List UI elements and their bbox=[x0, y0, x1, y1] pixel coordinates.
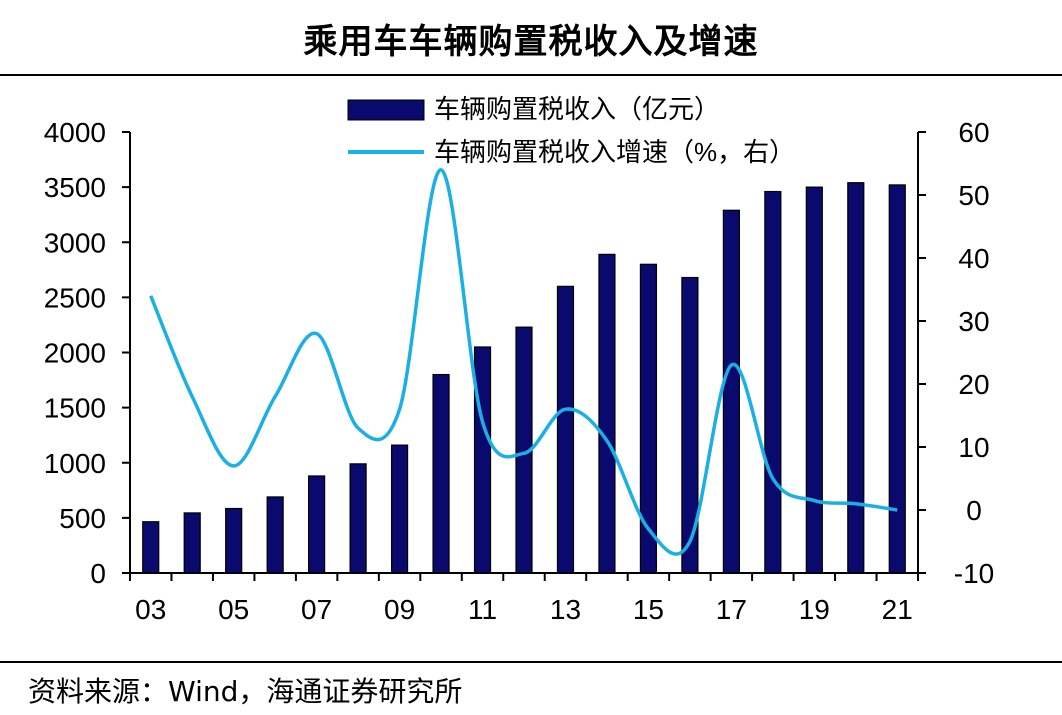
bar-20 bbox=[847, 182, 865, 574]
right-tick-label: 20 bbox=[958, 369, 989, 400]
right-tick-label: 0 bbox=[966, 495, 982, 526]
chart: 0 500 1000 1500 2000 2500 3000 3500 4000 -10 0 10 20… bbox=[44, 94, 995, 625]
x-tick-label-15: 15 bbox=[633, 594, 664, 625]
bar-10 bbox=[432, 373, 450, 574]
left-tick-label: 4000 bbox=[44, 117, 106, 148]
right-tick-label: 30 bbox=[958, 306, 989, 337]
right-tick-label: 10 bbox=[958, 432, 989, 463]
legend: 车辆购置税收入（亿元） 车辆购置税收入增速（%，右） bbox=[347, 94, 795, 167]
bar-13 bbox=[556, 285, 575, 574]
bar-06 bbox=[266, 496, 284, 574]
x-tick-label-09: 09 bbox=[384, 594, 415, 625]
right-tick-label: 60 bbox=[958, 117, 989, 148]
source-divider bbox=[0, 661, 1062, 663]
bar-08 bbox=[349, 463, 367, 574]
line-series bbox=[149, 168, 898, 556]
right-tick-label: -10 bbox=[954, 558, 994, 589]
bar-04 bbox=[183, 512, 201, 574]
growth-line bbox=[149, 168, 898, 556]
bar-18 bbox=[764, 190, 782, 574]
left-tick-label: 2000 bbox=[44, 338, 106, 369]
left-tick-label: 3500 bbox=[44, 172, 106, 203]
bar-17 bbox=[722, 209, 740, 574]
bar-series bbox=[142, 182, 906, 574]
bar-21 bbox=[888, 184, 906, 574]
bar-19 bbox=[805, 186, 823, 574]
bar-14 bbox=[598, 253, 616, 574]
left-tick-label: 0 bbox=[90, 558, 106, 589]
bar-03 bbox=[142, 521, 160, 574]
chart-title: 乘用车车辆购置税收入及增速 bbox=[303, 22, 759, 62]
bar-07 bbox=[308, 475, 326, 574]
legend-bar-label: 车辆购置税收入（亿元） bbox=[434, 94, 720, 124]
bar-09 bbox=[390, 444, 409, 574]
x-tick-label-11: 11 bbox=[468, 594, 497, 625]
x-tick-label-17: 17 bbox=[716, 594, 747, 625]
x-tick-label-19: 19 bbox=[799, 594, 830, 625]
legend-line-label: 车辆购置税收入增速（%，右） bbox=[434, 137, 795, 167]
x-tick-label-07: 07 bbox=[301, 594, 332, 625]
source-note: 资料来源：Wind，海通证券研究所 bbox=[28, 675, 463, 708]
left-tick-label: 500 bbox=[59, 503, 106, 534]
bar-05 bbox=[225, 507, 243, 574]
x-tick-label-03: 03 bbox=[135, 594, 166, 625]
x-tick-label-21: 21 bbox=[882, 594, 913, 625]
left-tick-label: 2500 bbox=[44, 282, 106, 313]
legend-bar-swatch bbox=[347, 99, 425, 121]
left-tick-label: 3000 bbox=[44, 227, 106, 258]
left-tick-label: 1000 bbox=[44, 448, 106, 479]
bar-11 bbox=[473, 346, 492, 574]
x-tick-label-13: 13 bbox=[550, 594, 581, 625]
left-tick-label: 1500 bbox=[44, 393, 106, 424]
x-tick-label-05: 05 bbox=[218, 594, 249, 625]
right-tick-label: 50 bbox=[958, 180, 989, 211]
axes: 0 500 1000 1500 2000 2500 3000 3500 4000 -10 0 10 20… bbox=[44, 117, 995, 625]
right-tick-label: 40 bbox=[958, 243, 989, 274]
title-divider bbox=[0, 74, 1062, 76]
